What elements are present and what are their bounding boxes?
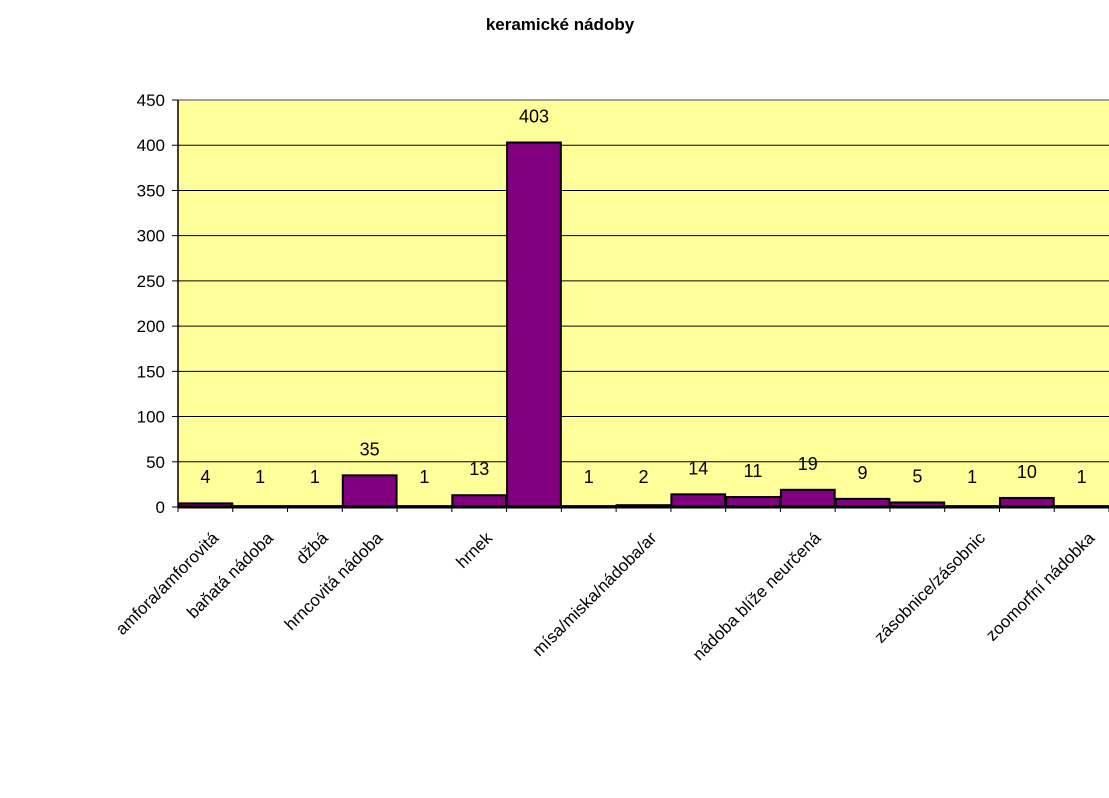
data-label: 1 xyxy=(1077,467,1087,487)
data-label: 2 xyxy=(638,467,648,487)
x-tick-label: zoomorfní nádobka xyxy=(982,528,1099,645)
data-label: 5 xyxy=(912,466,922,486)
x-tick-label: amfora/amforovitá xyxy=(112,528,223,639)
y-tick-label: 200 xyxy=(137,317,165,336)
bar xyxy=(506,141,562,509)
data-label: 1 xyxy=(310,467,320,487)
data-label: 9 xyxy=(858,463,868,483)
y-tick-label: 450 xyxy=(137,91,165,110)
x-tick-label: zásobnice/zásobnic xyxy=(871,528,990,647)
y-tick-label: 300 xyxy=(137,227,165,246)
data-label: 11 xyxy=(744,461,763,481)
bar xyxy=(670,493,727,508)
y-tick-label: 150 xyxy=(137,362,165,381)
x-tick-label: hrnek xyxy=(453,528,497,572)
y-axis: 0 50 100 150 200 250 300 350 400 450 xyxy=(137,91,179,517)
data-label: 1 xyxy=(967,467,977,487)
x-tick-label: džbá xyxy=(292,528,332,568)
y-tick-label: 350 xyxy=(137,181,165,200)
chart-title: keramické nádoby xyxy=(486,15,635,34)
data-label: 1 xyxy=(419,467,429,487)
bar xyxy=(451,494,508,508)
x-tick-label: mísa/miska/nádoba/ar xyxy=(529,528,661,660)
y-tick-label: 250 xyxy=(137,272,165,291)
data-label: 1 xyxy=(584,467,594,487)
data-label: 10 xyxy=(1017,462,1037,482)
x-tick-label: hrncovitá nádoba xyxy=(281,528,387,634)
y-tick-label: 100 xyxy=(137,408,165,427)
data-label: 35 xyxy=(360,439,380,459)
data-label: 1 xyxy=(255,467,265,487)
y-tick-label: 400 xyxy=(137,136,165,155)
data-label: 403 xyxy=(519,107,549,127)
y-tick-label: 0 xyxy=(156,498,165,517)
data-label: 14 xyxy=(688,458,708,478)
y-tick-label: 50 xyxy=(146,453,165,472)
x-tick-label: nádoba blíže neurčená xyxy=(689,528,825,664)
plot-area xyxy=(178,100,1109,507)
data-label: 13 xyxy=(469,459,489,479)
bar xyxy=(341,474,398,509)
bar xyxy=(779,488,836,508)
data-label: 4 xyxy=(200,467,210,487)
data-label: 19 xyxy=(798,454,818,474)
gridlines xyxy=(178,99,1109,463)
